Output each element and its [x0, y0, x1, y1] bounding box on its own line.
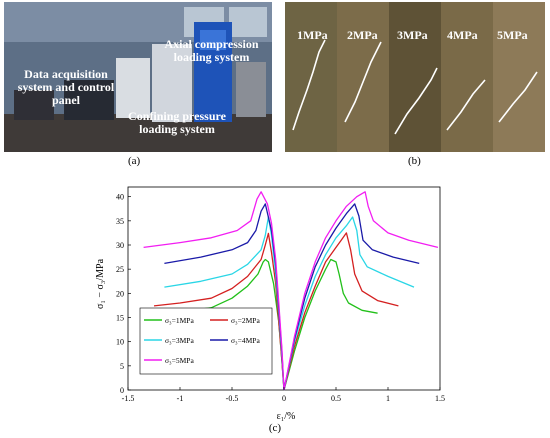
series-line-5-lateral	[143, 191, 285, 391]
x-tick-label: -1.5	[122, 394, 135, 403]
caption-a: (a)	[128, 155, 141, 167]
series-line-2-axial	[283, 232, 399, 391]
y-tick-label: 20	[116, 289, 124, 298]
label-axial-loading: Axial compression loading system	[164, 37, 259, 64]
x-tick-label: 0	[282, 394, 286, 403]
apparatus-photo: Data acquisition system and control pane…	[4, 2, 272, 152]
chart-legend: σ₃=1MPa σ₃=2MPa σ₃=3MPa σ₃=4MPa σ₃=5MPa	[139, 307, 273, 375]
label-data-acquisition: Data acquisition system and control pane…	[17, 67, 115, 107]
x-tick-label: 1	[386, 394, 390, 403]
x-tick-label: -0.5	[226, 394, 239, 403]
x-tick-label: 1.5	[435, 394, 445, 403]
y-tick-label: 0	[120, 386, 124, 395]
specimens-illustration	[285, 2, 545, 152]
caption-b: (b)	[408, 155, 421, 167]
legend-label-1: σ₃=1MPa	[165, 316, 194, 325]
y-tick-label: 30	[116, 241, 124, 250]
y-tick-label: 25	[116, 265, 124, 274]
specimens-photo: 1MPa 2MPa 3MPa 4MPa 5MPa	[285, 2, 545, 152]
specimen-label-5: 5MPa	[497, 28, 528, 42]
specimen-label-3: 3MPa	[397, 28, 428, 42]
legend-label-4: σ₃=4MPa	[231, 336, 260, 345]
y-tick-label: 5	[120, 362, 124, 371]
series-line-1-axial	[283, 258, 378, 391]
series-line-2-lateral	[153, 232, 285, 391]
caption-c: (c)	[269, 422, 282, 434]
series-layer	[143, 191, 439, 391]
x-axis-label: ε₁/%	[277, 411, 296, 422]
y-tick-label: 15	[116, 314, 124, 323]
y-tick-label: 40	[116, 193, 124, 202]
x-tick-label: 0.5	[331, 394, 341, 403]
fracture-traces	[292, 39, 538, 135]
specimen-label-2: 2MPa	[347, 28, 378, 42]
y-axis-label: σ₁ − σ₃/MPa	[95, 258, 106, 309]
specimen-label-1: 1MPa	[297, 28, 328, 42]
specimen-label-4: 4MPa	[447, 28, 478, 42]
legend-label-3: σ₃=3MPa	[165, 336, 194, 345]
x-tick-label: -1	[177, 394, 184, 403]
label-confining-loading: Confining pressure loading system	[128, 109, 226, 136]
legend-label-2: σ₃=2MPa	[231, 316, 260, 325]
series-line-5-axial	[283, 191, 439, 391]
series-line-3-axial	[283, 216, 415, 391]
legend-label-5: σ₃=5MPa	[165, 356, 194, 365]
y-tick-label: 35	[116, 217, 124, 226]
series-line-4-axial	[283, 203, 420, 391]
ticks-layer: -1.5 -1 -0.5 0 0.5 1 1.5 0 5 10 15 20 25 30 35 40	[116, 193, 445, 403]
apparatus-illustration	[4, 2, 272, 152]
y-tick-label: 10	[116, 338, 124, 347]
